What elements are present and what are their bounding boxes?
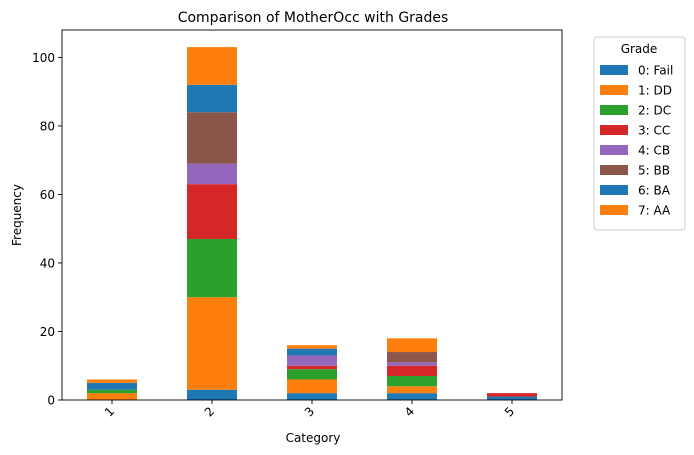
y-tick-label: 40	[40, 256, 55, 270]
legend-swatch	[600, 145, 628, 155]
bar-segment-2-6	[187, 84, 237, 113]
chart-title: Comparison of MotherOcc with Grades	[178, 10, 449, 26]
legend-swatch	[600, 65, 628, 75]
bar-segment-2-2	[187, 238, 237, 298]
bar-segment-3-7	[287, 345, 337, 349]
y-tick-label: 100	[32, 51, 55, 65]
bar-segment-2-3	[187, 184, 237, 239]
bar-segment-4-4	[387, 362, 437, 366]
bar-segment-4-5	[387, 352, 437, 363]
bar-segment-3-0	[287, 393, 337, 400]
bar-segment-4-0	[387, 393, 437, 400]
y-tick-label: 20	[40, 325, 55, 339]
bar-segment-2-1	[187, 297, 237, 390]
bar-segment-2-0	[187, 389, 237, 400]
legend-label: 1: DD	[638, 84, 672, 98]
bar-segment-3-3	[287, 365, 337, 370]
legend-swatch	[600, 105, 628, 115]
y-tick-label: 0	[47, 394, 55, 408]
legend-swatch	[600, 165, 628, 175]
y-tick-label: 80	[40, 119, 55, 133]
bar-segment-4-1	[387, 386, 437, 394]
legend-label: 7: AA	[638, 204, 671, 218]
x-tick-label: 3	[302, 404, 317, 419]
y-axis-label: Frequency	[10, 184, 24, 246]
legend-title: Grade	[621, 42, 658, 56]
x-tick-label: 4	[402, 404, 417, 419]
y-axis: 0 20 40 60 80 100	[32, 51, 62, 408]
bar-segment-1-1	[87, 393, 137, 400]
bar-segment-1-6	[87, 382, 137, 390]
bar-segment-3-1	[287, 379, 337, 394]
x-axis-label: Category	[286, 431, 341, 445]
bars-group	[87, 47, 537, 400]
legend-label: 0: Fail	[638, 64, 673, 78]
bar-segment-1-7	[87, 379, 137, 383]
legend-swatch	[600, 85, 628, 95]
bar-segment-2-7	[187, 47, 237, 85]
bar-segment-5-0	[487, 396, 537, 400]
bar-segment-2-5	[187, 112, 237, 164]
bar-segment-3-2	[287, 369, 337, 380]
y-tick-label: 60	[40, 188, 55, 202]
x-tick-label: 2	[202, 404, 217, 419]
x-axis: 1 2 3 4 5	[102, 400, 517, 420]
legend-swatch	[600, 125, 628, 135]
bar-segment-2-4	[187, 163, 237, 185]
plot-frame	[61, 29, 563, 401]
bar-segment-4-2	[387, 376, 437, 387]
legend-label: 4: CB	[638, 144, 670, 158]
x-tick-label: 5	[502, 404, 517, 419]
bar-segment-5-3	[487, 393, 537, 397]
legend-swatch	[600, 205, 628, 215]
bar-segment-3-4	[287, 355, 337, 366]
x-tick-label: 1	[102, 404, 117, 419]
bar-segment-4-7	[387, 338, 437, 353]
bar-segment-4-3	[387, 365, 437, 377]
legend-swatch	[600, 185, 628, 195]
legend-label: 3: CC	[638, 124, 670, 138]
bar-segment-1-2	[87, 389, 137, 394]
legend-label: 6: BA	[638, 184, 671, 198]
legend-label: 2: DC	[638, 104, 671, 118]
bar-segment-3-6	[287, 348, 337, 356]
legend-label: 5: BB	[638, 164, 670, 178]
legend: Grade 0: Fail 1: DD 2: DC 3: CC 4: CB 5: BB 6:…	[593, 36, 686, 231]
